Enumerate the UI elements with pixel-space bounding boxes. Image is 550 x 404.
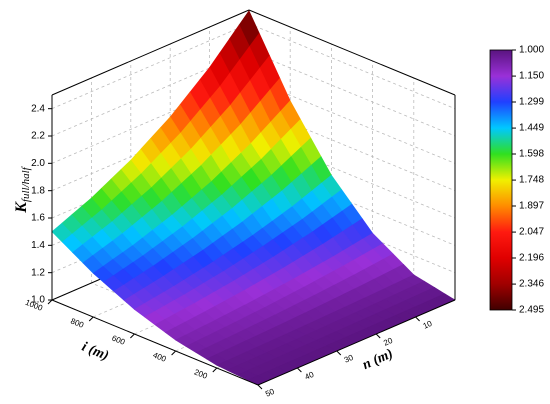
colorbar-tick-label: 1.748 bbox=[519, 175, 544, 186]
grid-line bbox=[248, 50, 456, 137]
x-tick-label: 200 bbox=[193, 367, 209, 381]
z-tick-label: 2.2 bbox=[31, 131, 45, 142]
z-tick-label: 1.0 bbox=[31, 295, 45, 306]
y-tick-label: 50 bbox=[264, 387, 276, 399]
z-axis-title-sub: full/half bbox=[20, 165, 32, 202]
x-axis-line bbox=[51, 299, 259, 386]
colorbar-tick-label: 2.346 bbox=[519, 279, 544, 290]
colorbar-tick-label: 2.196 bbox=[519, 253, 544, 264]
x-tick-label: 800 bbox=[69, 316, 85, 330]
y-tick bbox=[415, 316, 420, 322]
colorbar-tick-label: 1.449 bbox=[519, 123, 544, 134]
y-axis-title: n (m) bbox=[360, 346, 395, 373]
y-tick bbox=[336, 350, 342, 356]
x-tick bbox=[47, 299, 53, 305]
z-axis-title-main: K bbox=[13, 201, 30, 214]
y-axis-line bbox=[257, 299, 456, 386]
colorbar-tick-label: 1.299 bbox=[519, 97, 544, 108]
z-axis-title: Kfull/half bbox=[13, 165, 32, 213]
colorbar-tick-label: 1.897 bbox=[519, 201, 544, 212]
x-tick bbox=[212, 367, 218, 373]
z-tick-label: 1.4 bbox=[31, 240, 45, 251]
z-tick-label: 1.2 bbox=[31, 267, 45, 278]
z-tick-label: 1.8 bbox=[31, 185, 45, 196]
y-tick-label: 20 bbox=[382, 336, 394, 348]
colorbar-tick-label: 2.047 bbox=[519, 227, 544, 238]
x-tick bbox=[130, 333, 135, 339]
colorbar-tick-label: 2.495 bbox=[519, 305, 544, 316]
colorbar-tick-label: 1.000 bbox=[519, 45, 544, 56]
x-tick-label: 600 bbox=[110, 333, 126, 347]
y-tick bbox=[375, 333, 381, 339]
y-tick bbox=[257, 384, 263, 390]
colorbar bbox=[489, 49, 513, 311]
colorbar-tick-label: 1.150 bbox=[519, 71, 544, 82]
colorbar-tick-label: 1.598 bbox=[519, 149, 544, 160]
box-edge bbox=[248, 9, 456, 96]
box-edge bbox=[51, 9, 250, 96]
x-tick bbox=[171, 350, 176, 356]
x-axis-title: i (m) bbox=[79, 340, 110, 364]
z-tick-label: 1.6 bbox=[31, 213, 45, 224]
grid-line bbox=[248, 23, 456, 110]
z-tick-label: 2.4 bbox=[31, 103, 45, 114]
y-tick-label: 10 bbox=[422, 319, 434, 331]
x-tick-label: 400 bbox=[152, 350, 168, 364]
y-tick-label: 30 bbox=[343, 353, 355, 365]
z-tick-label: 2.0 bbox=[31, 158, 45, 169]
y-tick-label: 40 bbox=[303, 370, 315, 382]
x-tick bbox=[88, 316, 94, 322]
y-tick bbox=[297, 367, 302, 373]
